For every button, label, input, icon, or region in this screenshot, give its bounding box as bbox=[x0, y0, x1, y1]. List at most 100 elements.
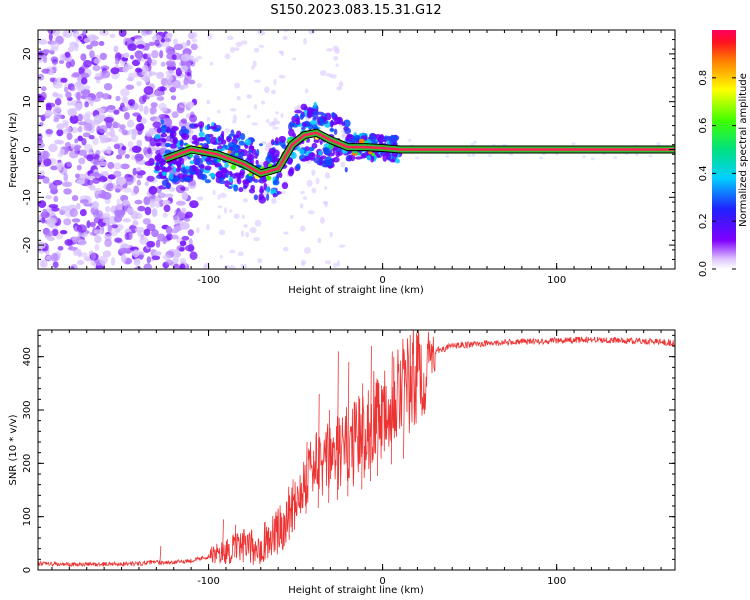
noise-blob bbox=[110, 256, 116, 266]
noise-blob bbox=[218, 205, 223, 209]
signal-blob bbox=[341, 121, 346, 126]
noise-blob bbox=[233, 213, 240, 219]
signal-blob bbox=[278, 172, 283, 179]
noise-blob bbox=[132, 112, 141, 117]
noise-blob bbox=[86, 154, 94, 162]
signal-blob bbox=[160, 118, 164, 125]
signal-blob bbox=[180, 125, 187, 133]
noise-blob bbox=[149, 200, 156, 208]
noise-blob bbox=[165, 73, 174, 82]
signal-blob bbox=[294, 113, 299, 118]
noise-blob bbox=[245, 231, 250, 238]
noise-blob bbox=[217, 194, 221, 200]
signal-blob bbox=[325, 156, 333, 165]
noise-blob bbox=[72, 30, 80, 38]
noise-blob bbox=[113, 109, 120, 115]
noise-blob bbox=[179, 240, 187, 247]
signal-blob bbox=[191, 140, 198, 145]
signal-blob bbox=[294, 109, 303, 114]
noise-blob bbox=[51, 206, 60, 212]
noise-blob bbox=[280, 112, 284, 119]
noise-blob bbox=[186, 39, 191, 46]
noise-blob bbox=[234, 82, 240, 89]
noise-blob bbox=[171, 54, 177, 61]
noise-blob bbox=[104, 116, 114, 124]
signal-blob bbox=[259, 185, 264, 194]
top-ytick-label: -20 bbox=[22, 237, 33, 253]
noise-blob bbox=[319, 70, 327, 76]
noise-blob bbox=[257, 30, 261, 35]
noise-blob bbox=[132, 219, 139, 227]
top-ytick-label: -10 bbox=[22, 189, 33, 205]
signal-blob bbox=[348, 154, 353, 162]
noise-blob bbox=[338, 81, 344, 87]
noise-blob bbox=[50, 165, 58, 171]
noise-blob bbox=[173, 38, 178, 46]
signal-blob bbox=[247, 150, 254, 154]
noise-blob bbox=[91, 96, 101, 103]
noise-blob bbox=[77, 135, 83, 142]
noise-blob bbox=[243, 224, 248, 228]
noise-blob bbox=[283, 246, 289, 252]
noise-blob bbox=[206, 116, 211, 122]
noise-blob bbox=[509, 153, 514, 157]
noise-blob bbox=[103, 83, 113, 91]
noise-blob bbox=[189, 200, 199, 209]
noise-blob bbox=[178, 101, 188, 109]
top-xtick-label: -100 bbox=[197, 275, 220, 286]
noise-blob bbox=[299, 203, 304, 209]
noise-blob bbox=[187, 229, 194, 236]
signal-blob bbox=[193, 123, 199, 128]
noise-blob bbox=[470, 142, 475, 146]
noise-blob bbox=[227, 35, 234, 41]
noise-blob bbox=[101, 192, 112, 200]
noise-blob bbox=[39, 259, 45, 268]
noise-blob bbox=[109, 33, 116, 38]
snr-panel: -100 0 100 0 100 200 300 400 Height of straight… bbox=[8, 329, 676, 596]
bot-ytick-label: 0 bbox=[22, 567, 33, 573]
noise-blob bbox=[113, 45, 119, 53]
noise-blob bbox=[93, 154, 101, 162]
signal-blob bbox=[158, 160, 166, 166]
colorbar-tick-label: 0.8 bbox=[698, 70, 709, 86]
noise-blob bbox=[289, 214, 294, 219]
colorbar-tick-label: 0.6 bbox=[698, 118, 709, 134]
noise-blob bbox=[80, 53, 87, 61]
noise-blob bbox=[127, 119, 135, 128]
noise-blob bbox=[125, 84, 135, 90]
noise-blob bbox=[145, 30, 153, 35]
noise-blob bbox=[98, 156, 105, 162]
signal-blob bbox=[249, 158, 254, 165]
noise-blob bbox=[92, 210, 100, 218]
signal-blob bbox=[157, 154, 162, 158]
snr-spike bbox=[291, 479, 294, 533]
noise-blob bbox=[254, 219, 262, 227]
noise-blob bbox=[127, 129, 136, 135]
noise-blob bbox=[184, 211, 193, 219]
noise-blob bbox=[143, 86, 154, 95]
bot-xtick-label: -100 bbox=[197, 576, 220, 587]
signal-blob bbox=[232, 134, 240, 139]
signal-blob bbox=[166, 166, 172, 171]
noise-blob bbox=[83, 59, 92, 68]
noise-blob bbox=[60, 205, 70, 212]
noise-blob bbox=[146, 240, 156, 248]
signal-blob bbox=[225, 172, 229, 179]
noise-blob bbox=[98, 255, 109, 265]
noise-blob bbox=[84, 101, 89, 108]
noise-blob bbox=[136, 53, 142, 62]
noise-blob bbox=[57, 140, 65, 145]
noise-blob bbox=[57, 152, 64, 158]
noise-blob bbox=[89, 184, 96, 191]
noise-blob bbox=[253, 237, 260, 242]
noise-blob bbox=[144, 181, 149, 187]
noise-blob bbox=[38, 73, 44, 81]
signal-blob bbox=[255, 159, 259, 165]
signal-blob bbox=[326, 162, 333, 167]
noise-blob bbox=[179, 263, 186, 269]
noise-blob bbox=[66, 57, 73, 63]
signal-blob bbox=[154, 165, 160, 172]
snr-spike bbox=[390, 351, 393, 465]
signal-blob bbox=[173, 161, 181, 165]
peak-blob bbox=[234, 152, 239, 157]
